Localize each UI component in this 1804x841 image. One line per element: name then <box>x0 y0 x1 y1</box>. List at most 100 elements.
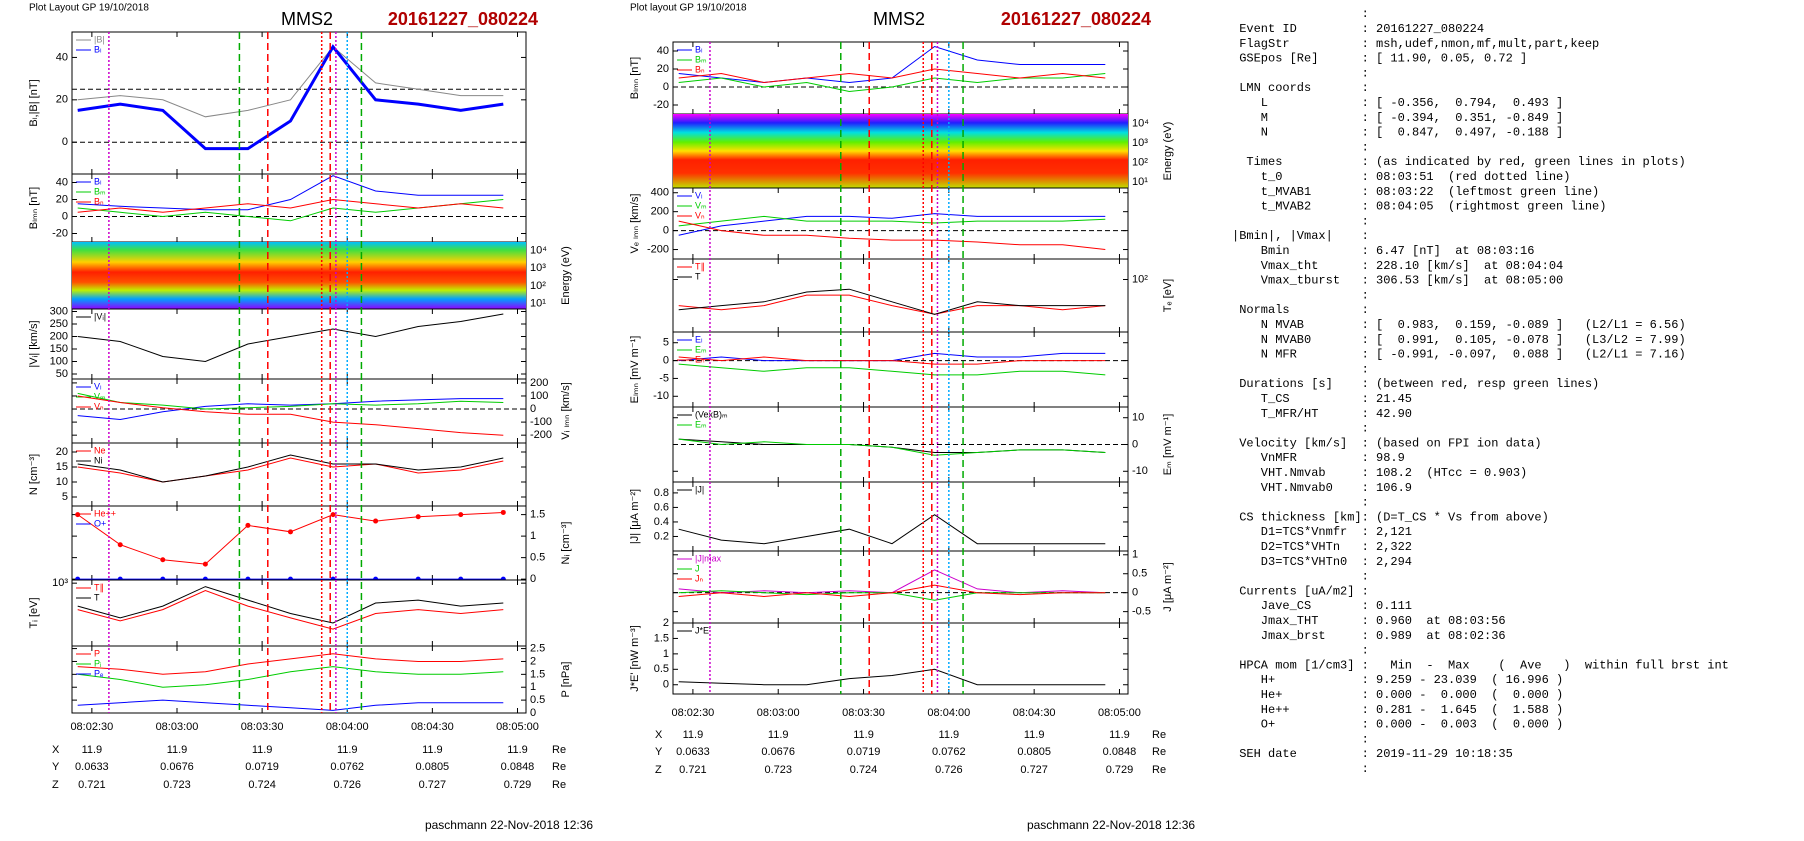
footer: paschmann 22-Nov-2018 12:36 <box>1027 818 1195 832</box>
x-tick-label: 08:03:00 <box>156 721 199 733</box>
listing-key: L <box>1232 96 1268 110</box>
y-tick-label: 0.5 <box>530 694 545 706</box>
header-event: 20161227_080224 <box>1001 9 1151 29</box>
data-point <box>500 509 506 515</box>
y-tick-label: 0 <box>62 136 68 148</box>
data-point <box>117 542 123 548</box>
position-value: 0.0676 <box>761 746 795 758</box>
legend-entry: Vₙ <box>94 401 104 411</box>
y-tick-label: 0 <box>663 354 669 366</box>
position-value: 0.727 <box>1020 764 1048 776</box>
x-tick-label: 08:04:30 <box>411 721 454 733</box>
row-unit: Re <box>1152 764 1166 776</box>
y-tick-label: 200 <box>530 377 548 389</box>
listing-value: : <box>1362 732 1369 746</box>
position-value: 11.9 <box>1024 729 1045 741</box>
y-tick-label: 200 <box>651 206 669 218</box>
row-unit: Re <box>552 744 566 756</box>
legend-entry: |J|max <box>695 553 722 563</box>
legend-entry: J*E' <box>695 625 711 635</box>
y-tick-label: 0.5 <box>654 663 669 675</box>
listing-value: : msh,udef,nmon,mf,mult,part,keep <box>1362 37 1600 51</box>
listing-key: FlagStr <box>1232 37 1290 51</box>
y-axis-label: Vᵢ ₗₘₙ [km/s] <box>560 382 572 440</box>
data-point <box>287 576 293 580</box>
listing-value: : (between red, resp green lines) <box>1362 377 1600 391</box>
legend-entry: T <box>94 592 100 602</box>
series-line <box>678 213 1106 236</box>
series-line <box>678 73 1106 93</box>
listing-key: Bmin <box>1232 244 1290 258</box>
y-tick-label: 0 <box>530 573 536 585</box>
x-tick-label: 08:04:00 <box>927 707 970 719</box>
data-point <box>330 576 336 580</box>
x-tick-label: 08:03:30 <box>241 721 284 733</box>
series-line <box>77 653 504 675</box>
panel: 0.8 0.6 0.4 0.2 |J| [μA m⁻²] <box>629 481 1129 552</box>
position-value: 0.726 <box>333 779 361 791</box>
listing-key: t_0 <box>1232 170 1282 184</box>
panel-data <box>72 242 526 309</box>
y-tick-label: -5 <box>659 372 669 384</box>
y-tick-label: 0 <box>663 679 669 691</box>
listing-value: : 08:03:22 (leftmost green line) <box>1362 185 1600 199</box>
listing-value: : <box>1362 81 1369 95</box>
legend-entry: T <box>695 271 701 281</box>
series-line <box>678 438 1106 456</box>
y-tick-label: 0 <box>1132 587 1138 599</box>
spectrogram <box>72 242 526 309</box>
y-tick-label: 0.8 <box>654 487 669 499</box>
listing-value: : [ -0.991, -0.097, 0.088 ] (L2/L1 = 7.1… <box>1362 348 1686 362</box>
y-tick-label: 10¹ <box>530 298 546 310</box>
legend-entry: Pᵢ <box>94 658 101 668</box>
listing-value: : (as indicated by red, green lines in p… <box>1362 155 1686 169</box>
legend-entry: T∥ <box>94 582 104 592</box>
data-point <box>373 518 379 524</box>
position-value: 0.724 <box>850 764 878 776</box>
panel-data <box>673 114 1128 188</box>
x-tick-label: 08:02:30 <box>70 721 113 733</box>
legend-entry: Eₘ <box>695 419 707 429</box>
position-value: 0.0633 <box>676 746 710 758</box>
listing-key: VHT.Nmvab <box>1232 466 1326 480</box>
legend-entry: Bₙ <box>94 196 104 206</box>
legend-entry: P <box>94 648 100 658</box>
header-header: Plot Layout GP 19/10/2018 <box>29 3 149 14</box>
x-tick-label: 08:04:30 <box>1013 707 1056 719</box>
y-tick-label: 10² <box>1132 273 1148 285</box>
listing-value: : <box>1362 140 1369 154</box>
series-line <box>678 363 1106 376</box>
row-label: Z <box>655 764 662 776</box>
y-tick-label: 0 <box>62 210 68 222</box>
y-tick-label: 10⁴ <box>530 244 547 256</box>
data-point <box>160 576 166 580</box>
y-tick-label: 0.2 <box>654 530 669 542</box>
position-value: 11.9 <box>507 744 528 756</box>
y-tick-label: 10 <box>1132 412 1144 424</box>
y-tick-label: 10⁴ <box>1132 117 1149 129</box>
position-value: 0.726 <box>935 764 963 776</box>
x-tick-label: 08:04:00 <box>326 721 369 733</box>
listing-value: : 9.259 - 23.039 ( 16.996 ) <box>1362 673 1564 687</box>
panel: 5 0 -5 -10 Eₗₘₙ [mV m⁻¹] <box>629 331 1129 408</box>
series-line <box>678 438 1106 453</box>
listing-key: Currents [uA/m2] <box>1232 584 1354 598</box>
listing-key: N MFR <box>1232 348 1297 362</box>
data-point <box>202 576 208 580</box>
data-point <box>117 576 123 580</box>
listing-key: SEH date <box>1232 747 1297 761</box>
listing-value: : 42.90 <box>1362 407 1412 421</box>
y-axis-label: |J| [μA m⁻²] <box>629 489 641 544</box>
y-tick-label: 1.5 <box>530 668 545 680</box>
position-value: 11.9 <box>1109 729 1130 741</box>
legend-entry: O+ <box>94 518 106 528</box>
y-tick-label: 0.4 <box>654 516 669 528</box>
listing-key: |Bmin|, |Vmax| <box>1232 229 1333 243</box>
y-tick-label: 250 <box>50 318 68 330</box>
panel: 2.521.510.50 P [nPa] <box>71 642 572 719</box>
listing-value: : [ 11.90, 0.05, 0.72 ] <box>1362 52 1528 66</box>
listing-key: T_MFR/HT <box>1232 407 1318 421</box>
listing-key: Durations [s] <box>1232 377 1333 391</box>
